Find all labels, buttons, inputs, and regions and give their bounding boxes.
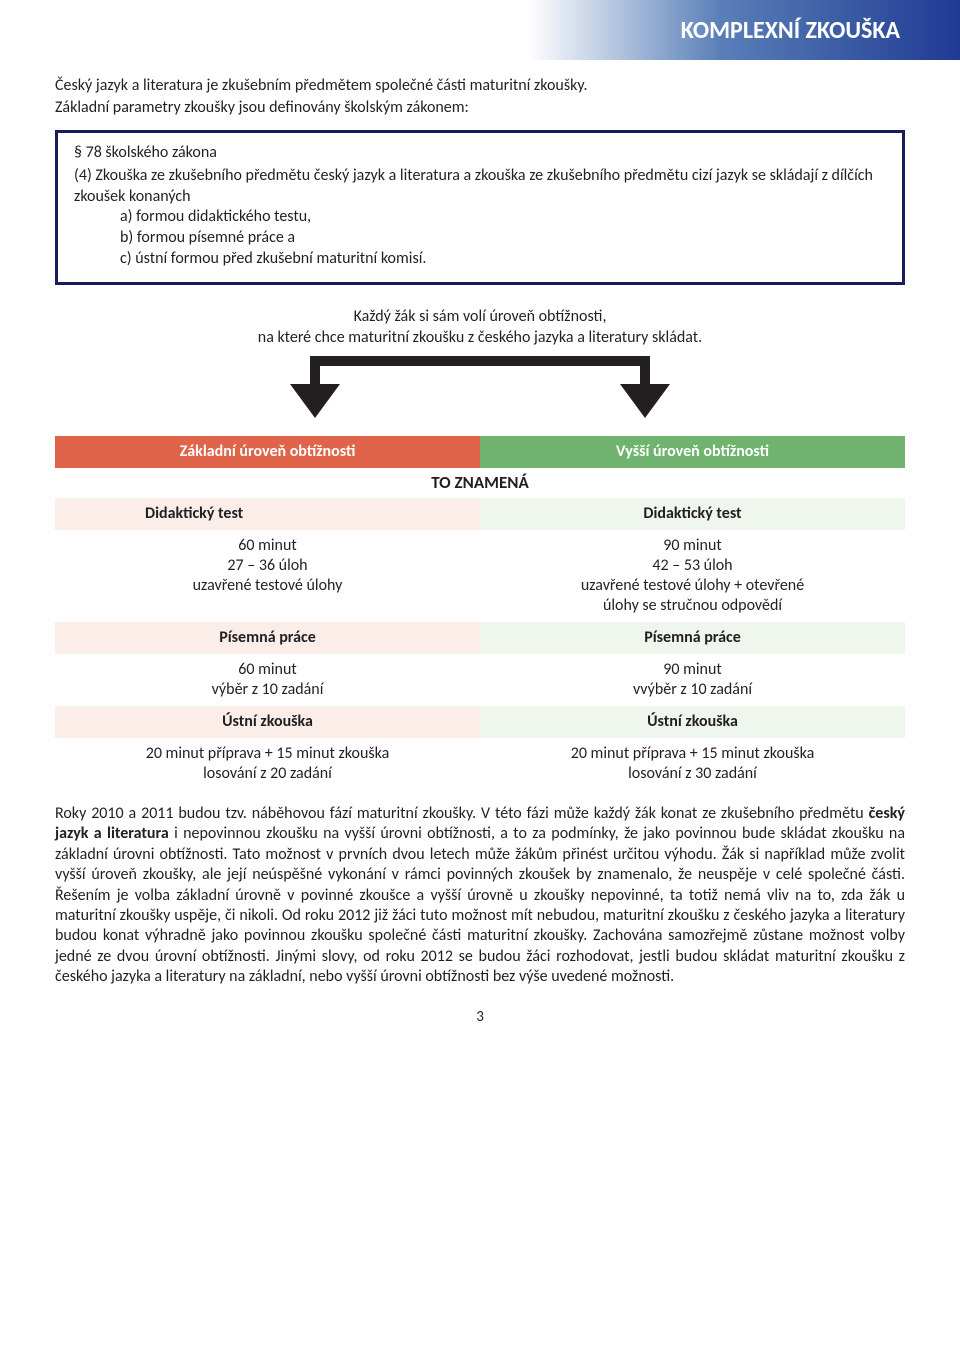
to-znamena-label: TO ZNAMENÁ [55, 468, 905, 497]
oral-detail-row: 20 minut příprava + 15 minut zkouška los… [55, 738, 905, 790]
left-oral-details: 20 minut příprava + 15 minut zkouška los… [55, 738, 480, 790]
law-item-a: a) formou didaktického testu, [120, 207, 886, 228]
law-section-body: (4) Zkouška ze zkušebního předmětu český… [74, 166, 886, 208]
to-znamena-row: TO ZNAMENÁ [55, 468, 905, 497]
left-oral-l2: losování z 20 zadání [65, 764, 470, 784]
right-oral-l2: losování z 30 zadání [490, 764, 895, 784]
right-written-l1: 90 minut [490, 660, 895, 680]
written-detail-row: 60 minut výběr z 10 zadání 90 minut vvýb… [55, 654, 905, 706]
left-written-l2: výběr z 10 zadání [65, 680, 470, 700]
intro-block: Český jazyk a literatura je zkušebním př… [55, 76, 905, 118]
header-higher-level: Vyšší úroveň obtížnosti [480, 436, 905, 468]
choice-line-1: Každý žák si sám volí úroveň obtížnosti, [55, 307, 905, 328]
table-header-row: Základní úroveň obtížnosti Vyšší úroveň … [55, 436, 905, 468]
law-item-c: c) ústní formou před zkušební maturitní … [120, 249, 886, 270]
comparison-table: Základní úroveň obtížnosti Vyšší úroveň … [55, 436, 905, 789]
right-oral-l1: 20 minut příprava + 15 minut zkouška [490, 744, 895, 764]
law-box: § 78 školského zákona (4) Zkouška ze zku… [55, 130, 905, 285]
left-didactic-l2: 27 – 36 úloh [65, 556, 470, 576]
page-header-title: KOMPLEXNÍ ZKOUŠKA [681, 16, 900, 45]
right-didactic-l4: úlohy se stručnou odpovědí [490, 596, 895, 616]
didactic-label-row: Didaktický test Didaktický test [55, 498, 905, 530]
right-written-details: 90 minut vvýběr z 10 zadání [480, 654, 905, 706]
bottom-p1-a: Roky 2010 a 2011 budou tzv. náběhovou fá… [55, 804, 869, 823]
right-didactic-l1: 90 minut [490, 536, 895, 556]
oral-label-row: Ústní zkouška Ústní zkouška [55, 706, 905, 738]
page-number: 3 [55, 1008, 905, 1026]
left-oral-l1: 20 minut příprava + 15 minut zkouška [65, 744, 470, 764]
right-written-label: Písemná práce [480, 622, 905, 654]
header-basic-level: Základní úroveň obtížnosti [55, 436, 480, 468]
right-didactic-l3: uzavřené testové úlohy + otevřené [490, 576, 895, 596]
left-written-details: 60 minut výběr z 10 zadání [55, 654, 480, 706]
left-didactic-label: Didaktický test [55, 498, 480, 530]
left-written-l1: 60 minut [65, 660, 470, 680]
left-oral-label: Ústní zkouška [55, 706, 480, 738]
right-didactic-label: Didaktický test [480, 498, 905, 530]
left-didactic-l1: 60 minut [65, 536, 470, 556]
arrows-icon [200, 356, 760, 426]
bottom-paragraph: Roky 2010 a 2011 budou tzv. náběhovou fá… [55, 804, 905, 988]
right-didactic-details: 90 minut 42 – 53 úloh uzavřené testové ú… [480, 530, 905, 622]
intro-line-2: Základní parametry zkoušky jsou definová… [55, 98, 905, 118]
page-content: Český jazyk a literatura je zkušebním př… [0, 60, 960, 1036]
right-written-l2: vvýběr z 10 zadání [490, 680, 895, 700]
right-didactic-l2: 42 – 53 úloh [490, 556, 895, 576]
left-written-label: Písemná práce [55, 622, 480, 654]
law-section-title: § 78 školského zákona [74, 143, 886, 164]
law-item-b: b) formou písemné práce a [120, 228, 886, 249]
bottom-p1-b: i nepovinnou zkoušku na vyšší úrovni obt… [55, 824, 905, 986]
intro-line-1: Český jazyk a literatura je zkušebním př… [55, 76, 905, 96]
choice-text: Každý žák si sám volí úroveň obtížnosti,… [55, 307, 905, 349]
page-header: KOMPLEXNÍ ZKOUŠKA [0, 0, 960, 60]
law-items: a) formou didaktického testu, b) formou … [74, 207, 886, 269]
right-oral-details: 20 minut příprava + 15 minut zkouška los… [480, 738, 905, 790]
left-didactic-details: 60 minut 27 – 36 úloh uzavřené testové ú… [55, 530, 480, 622]
written-label-row: Písemná práce Písemná práce [55, 622, 905, 654]
split-arrows-diagram [55, 356, 905, 426]
choice-line-2: na které chce maturitní zkoušku z českéh… [55, 328, 905, 349]
didactic-detail-row: 60 minut 27 – 36 úloh uzavřené testové ú… [55, 530, 905, 622]
right-oral-label: Ústní zkouška [480, 706, 905, 738]
left-didactic-l3: uzavřené testové úlohy [65, 576, 470, 596]
